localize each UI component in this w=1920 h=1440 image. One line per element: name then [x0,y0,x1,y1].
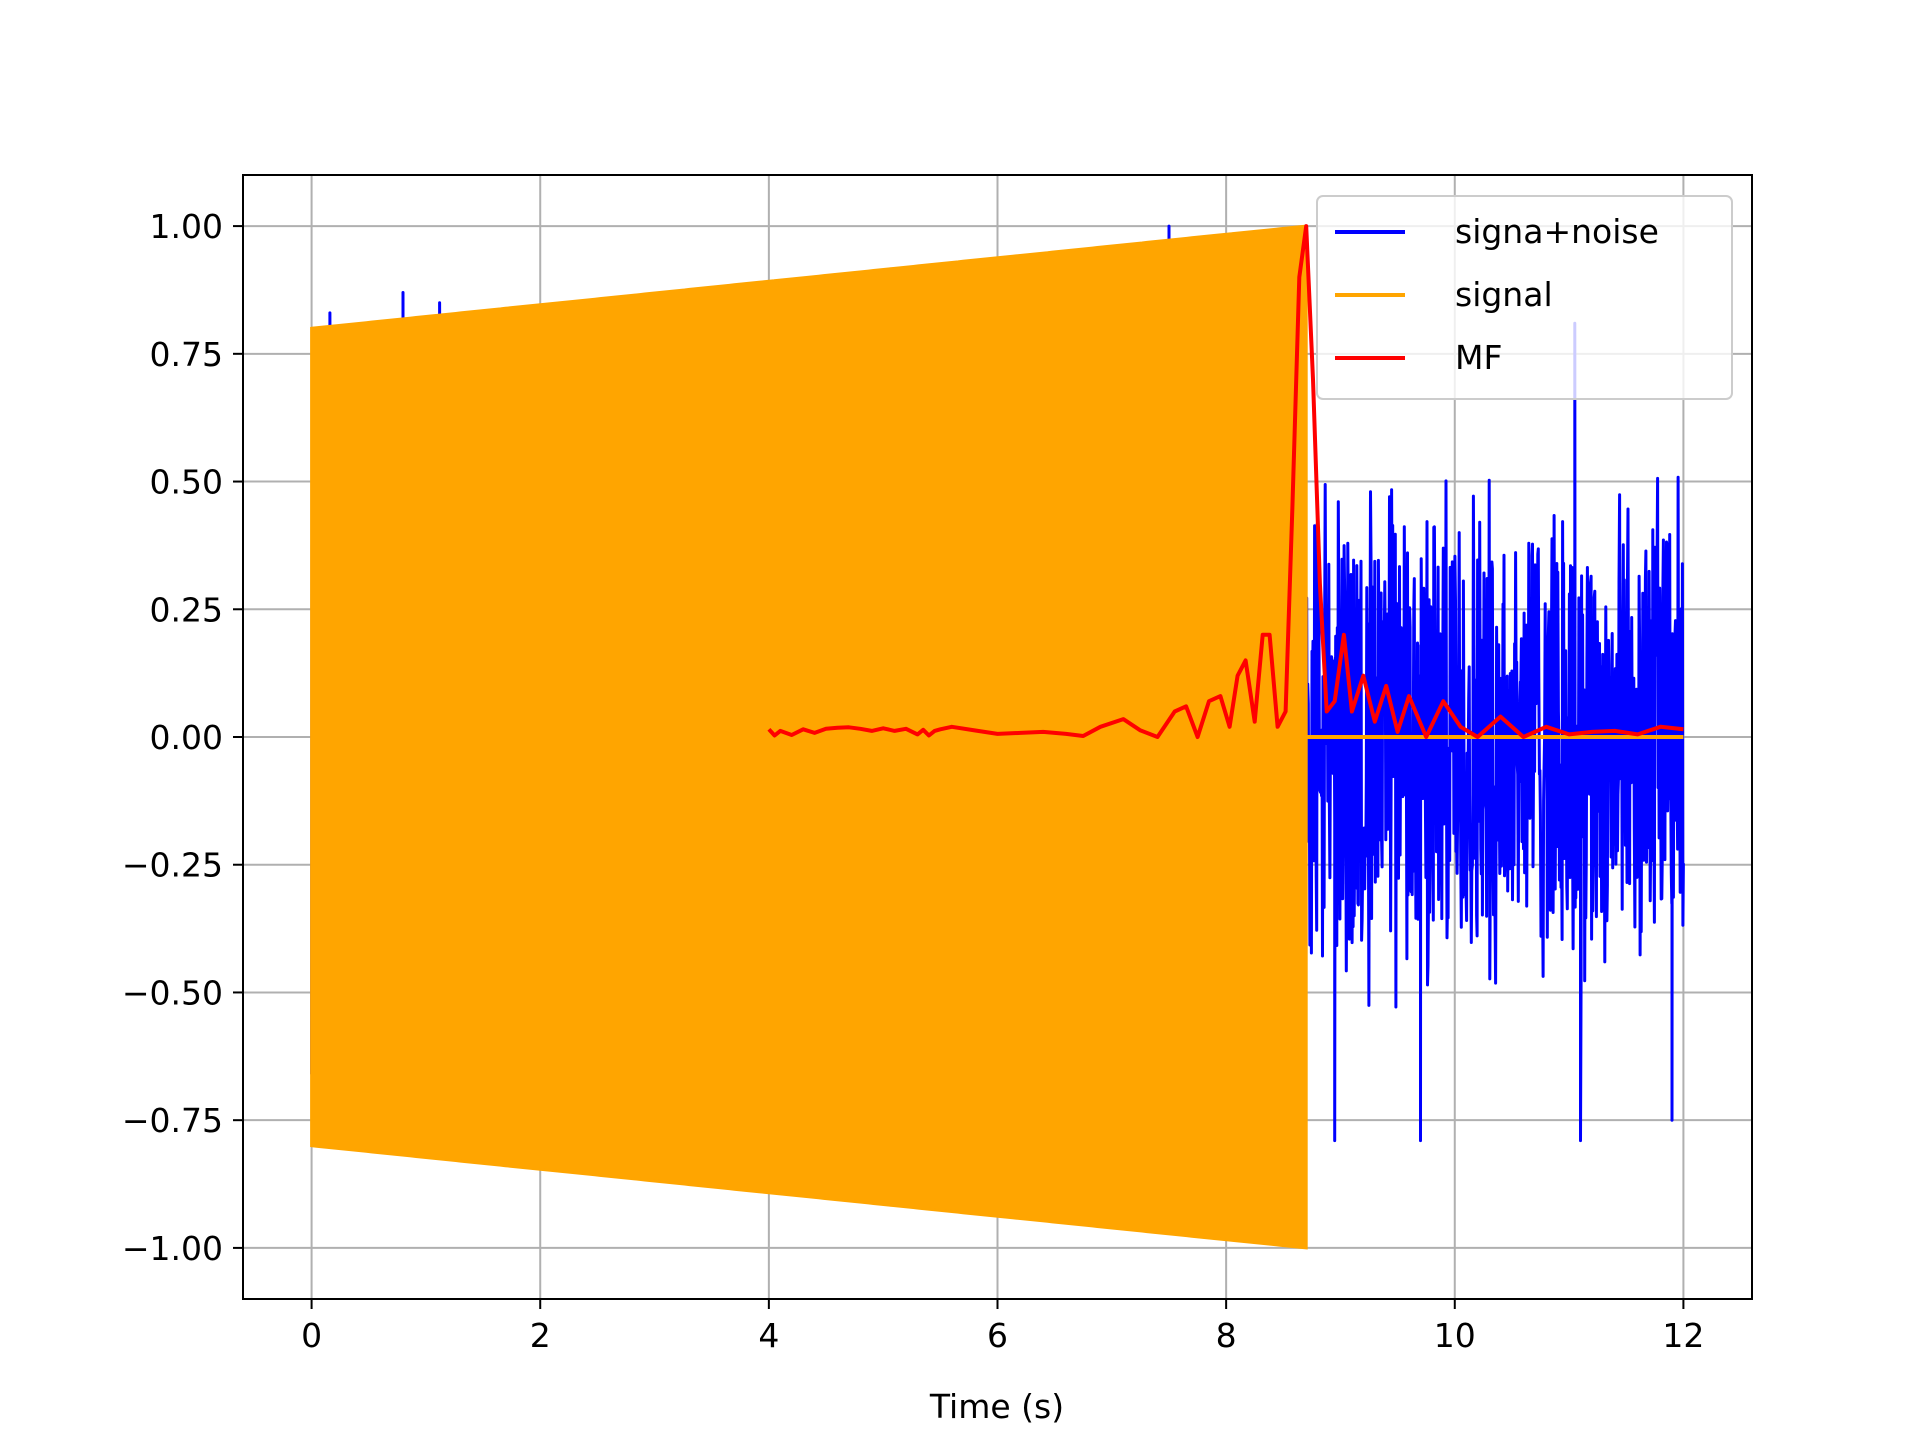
legend-frame [1316,195,1733,400]
x-tick-label: 12 [1662,1316,1704,1355]
y-tick-label: −1.00 [122,1229,223,1268]
series-layer [310,224,1685,1250]
x-tick-label: 2 [530,1316,551,1355]
legend-label-signal: signal [1455,275,1553,314]
x-tick-label: 8 [1216,1316,1237,1355]
y-tick-label: 0.00 [150,718,223,757]
y-tick-label: 1.00 [150,207,223,246]
legend-label-mf: MF [1455,338,1502,377]
x-tick-label: 4 [758,1316,779,1355]
y-tick-label: −0.25 [122,846,223,885]
legend-label-signal-noise: signa+noise [1455,212,1659,251]
series-mf-line [767,224,1684,739]
x-axis-title: Time (s) [929,1387,1064,1426]
tick-layer: 0 2 4 6 8 10 12 1.00 0.75 0.50 0.25 0.00 −0.25 −0.50 −… [122,207,1705,1355]
y-tick-label: −0.50 [122,973,223,1012]
legend: signa+noise signal MF [1316,195,1733,400]
x-tick-label: 0 [301,1316,322,1355]
y-tick-label: 0.50 [150,463,223,502]
y-tick-label: 0.25 [150,590,223,629]
x-tick-label: 10 [1434,1316,1476,1355]
series-signal-envelope [310,224,1308,1250]
x-tick-label: 6 [987,1316,1008,1355]
y-tick-label: −0.75 [122,1101,223,1140]
y-tick-label: 0.75 [150,335,223,374]
